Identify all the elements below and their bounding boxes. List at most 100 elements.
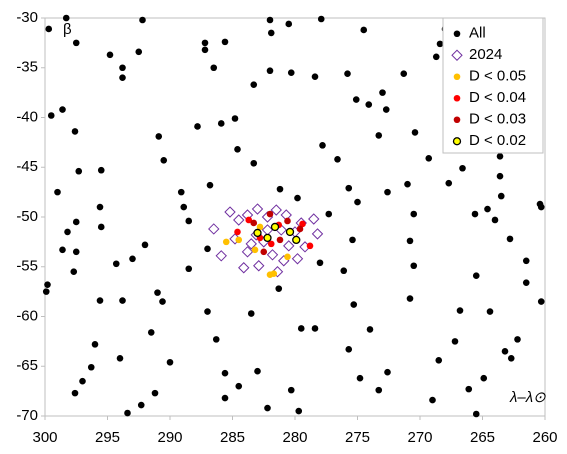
point bbox=[319, 142, 326, 149]
point bbox=[201, 39, 209, 47]
point bbox=[384, 368, 391, 376]
point bbox=[435, 356, 443, 364]
point bbox=[201, 46, 209, 54]
point bbox=[59, 246, 66, 254]
diamond-point bbox=[308, 213, 320, 225]
legend-marker bbox=[453, 30, 461, 38]
point bbox=[129, 255, 136, 263]
point bbox=[275, 285, 283, 292]
point bbox=[217, 120, 225, 127]
point bbox=[204, 308, 211, 315]
point bbox=[97, 166, 105, 174]
point bbox=[116, 354, 124, 362]
point bbox=[406, 295, 414, 302]
point bbox=[340, 267, 348, 275]
point bbox=[106, 51, 114, 59]
point bbox=[264, 404, 271, 412]
y-tick-label: -45 bbox=[16, 158, 38, 175]
point bbox=[345, 184, 353, 192]
points bbox=[42, 14, 545, 418]
point bbox=[147, 329, 155, 336]
point bbox=[299, 220, 306, 228]
x-tick-label: 275 bbox=[345, 429, 370, 446]
point bbox=[266, 210, 274, 218]
legend-box bbox=[442, 17, 544, 154]
point bbox=[284, 253, 291, 261]
point bbox=[137, 401, 145, 409]
diamond-point bbox=[270, 204, 282, 216]
point bbox=[71, 389, 79, 397]
point bbox=[141, 241, 149, 249]
y-axis-label: β bbox=[63, 21, 72, 38]
legend: All 2024 D < 0.05 D < 0.04 D < 0.03 D < 0.02 bbox=[442, 17, 544, 154]
point bbox=[234, 228, 241, 236]
point bbox=[334, 155, 341, 163]
point bbox=[135, 48, 143, 56]
point bbox=[501, 348, 509, 355]
point bbox=[210, 64, 218, 72]
point bbox=[429, 396, 436, 404]
x-tick-label: 300 bbox=[32, 429, 57, 446]
point bbox=[267, 29, 275, 37]
point bbox=[379, 89, 386, 96]
point bbox=[71, 128, 79, 135]
point bbox=[245, 216, 253, 224]
point bbox=[62, 14, 70, 22]
point bbox=[270, 270, 278, 278]
point bbox=[456, 307, 464, 314]
point bbox=[204, 245, 211, 253]
x-axis-label: λ–λ⊙ bbox=[509, 389, 546, 406]
point bbox=[445, 179, 453, 187]
point bbox=[294, 194, 301, 202]
point bbox=[496, 153, 504, 160]
legend-label: D < 0.04 bbox=[469, 89, 526, 106]
point bbox=[91, 341, 99, 348]
point bbox=[366, 326, 374, 333]
point bbox=[537, 298, 545, 305]
ringed-point bbox=[253, 228, 262, 238]
point bbox=[472, 272, 480, 280]
point bbox=[155, 133, 163, 140]
point bbox=[235, 236, 243, 244]
point bbox=[522, 257, 530, 265]
point bbox=[506, 235, 514, 243]
legend-marker bbox=[453, 73, 461, 81]
point bbox=[266, 67, 274, 75]
point bbox=[72, 39, 80, 47]
point bbox=[166, 358, 174, 366]
point bbox=[276, 185, 284, 193]
x-tick-label: 265 bbox=[470, 429, 495, 446]
point bbox=[234, 146, 241, 153]
point bbox=[159, 298, 166, 305]
point bbox=[79, 377, 86, 385]
point bbox=[344, 70, 351, 78]
diamond-point bbox=[291, 253, 304, 265]
point bbox=[54, 188, 61, 196]
point bbox=[354, 198, 361, 206]
point bbox=[194, 123, 201, 130]
point bbox=[287, 69, 295, 77]
point bbox=[514, 336, 521, 343]
point bbox=[231, 115, 239, 122]
point bbox=[212, 336, 220, 343]
y-tick-label: -30 bbox=[16, 9, 38, 26]
diamond-point bbox=[215, 250, 227, 262]
point bbox=[365, 101, 373, 108]
diamond-point bbox=[311, 228, 324, 240]
point bbox=[410, 210, 418, 218]
point bbox=[206, 181, 214, 189]
x-tick-label: 285 bbox=[220, 429, 245, 446]
y-tick-label: -70 bbox=[16, 407, 38, 424]
point bbox=[221, 369, 229, 377]
point bbox=[491, 216, 499, 224]
point bbox=[537, 203, 545, 211]
point bbox=[484, 205, 491, 213]
point bbox=[260, 248, 268, 256]
point bbox=[284, 217, 291, 225]
point bbox=[276, 236, 284, 244]
point bbox=[352, 96, 360, 103]
legend-label: All bbox=[469, 25, 486, 42]
point bbox=[266, 16, 274, 24]
point bbox=[96, 297, 104, 304]
point bbox=[480, 374, 488, 382]
